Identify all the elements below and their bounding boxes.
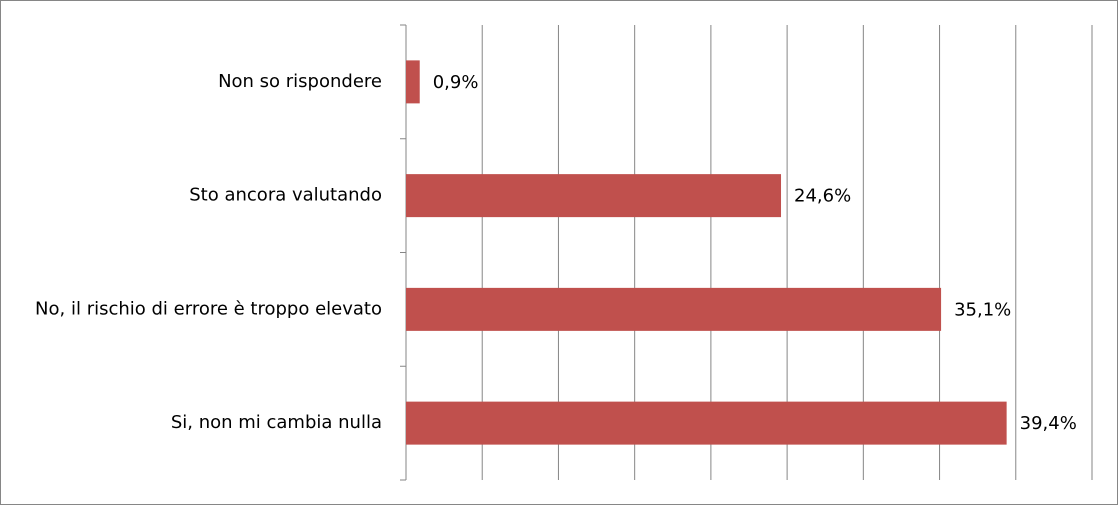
bar — [406, 401, 1007, 445]
category-label: Sto ancora valutando — [189, 185, 382, 206]
value-label: 35,1% — [954, 299, 1011, 320]
value-label: 39,4% — [1020, 413, 1077, 434]
value-label: 24,6% — [794, 186, 851, 207]
bar — [406, 60, 420, 104]
bar — [406, 287, 942, 331]
category-label: Si, non mi cambia nulla — [171, 412, 382, 433]
bar — [406, 174, 782, 218]
category-label: Non so rispondere — [218, 71, 382, 92]
value-label: 0,9% — [433, 72, 479, 93]
category-label: No, il rischio di errore è troppo elevat… — [35, 298, 382, 319]
